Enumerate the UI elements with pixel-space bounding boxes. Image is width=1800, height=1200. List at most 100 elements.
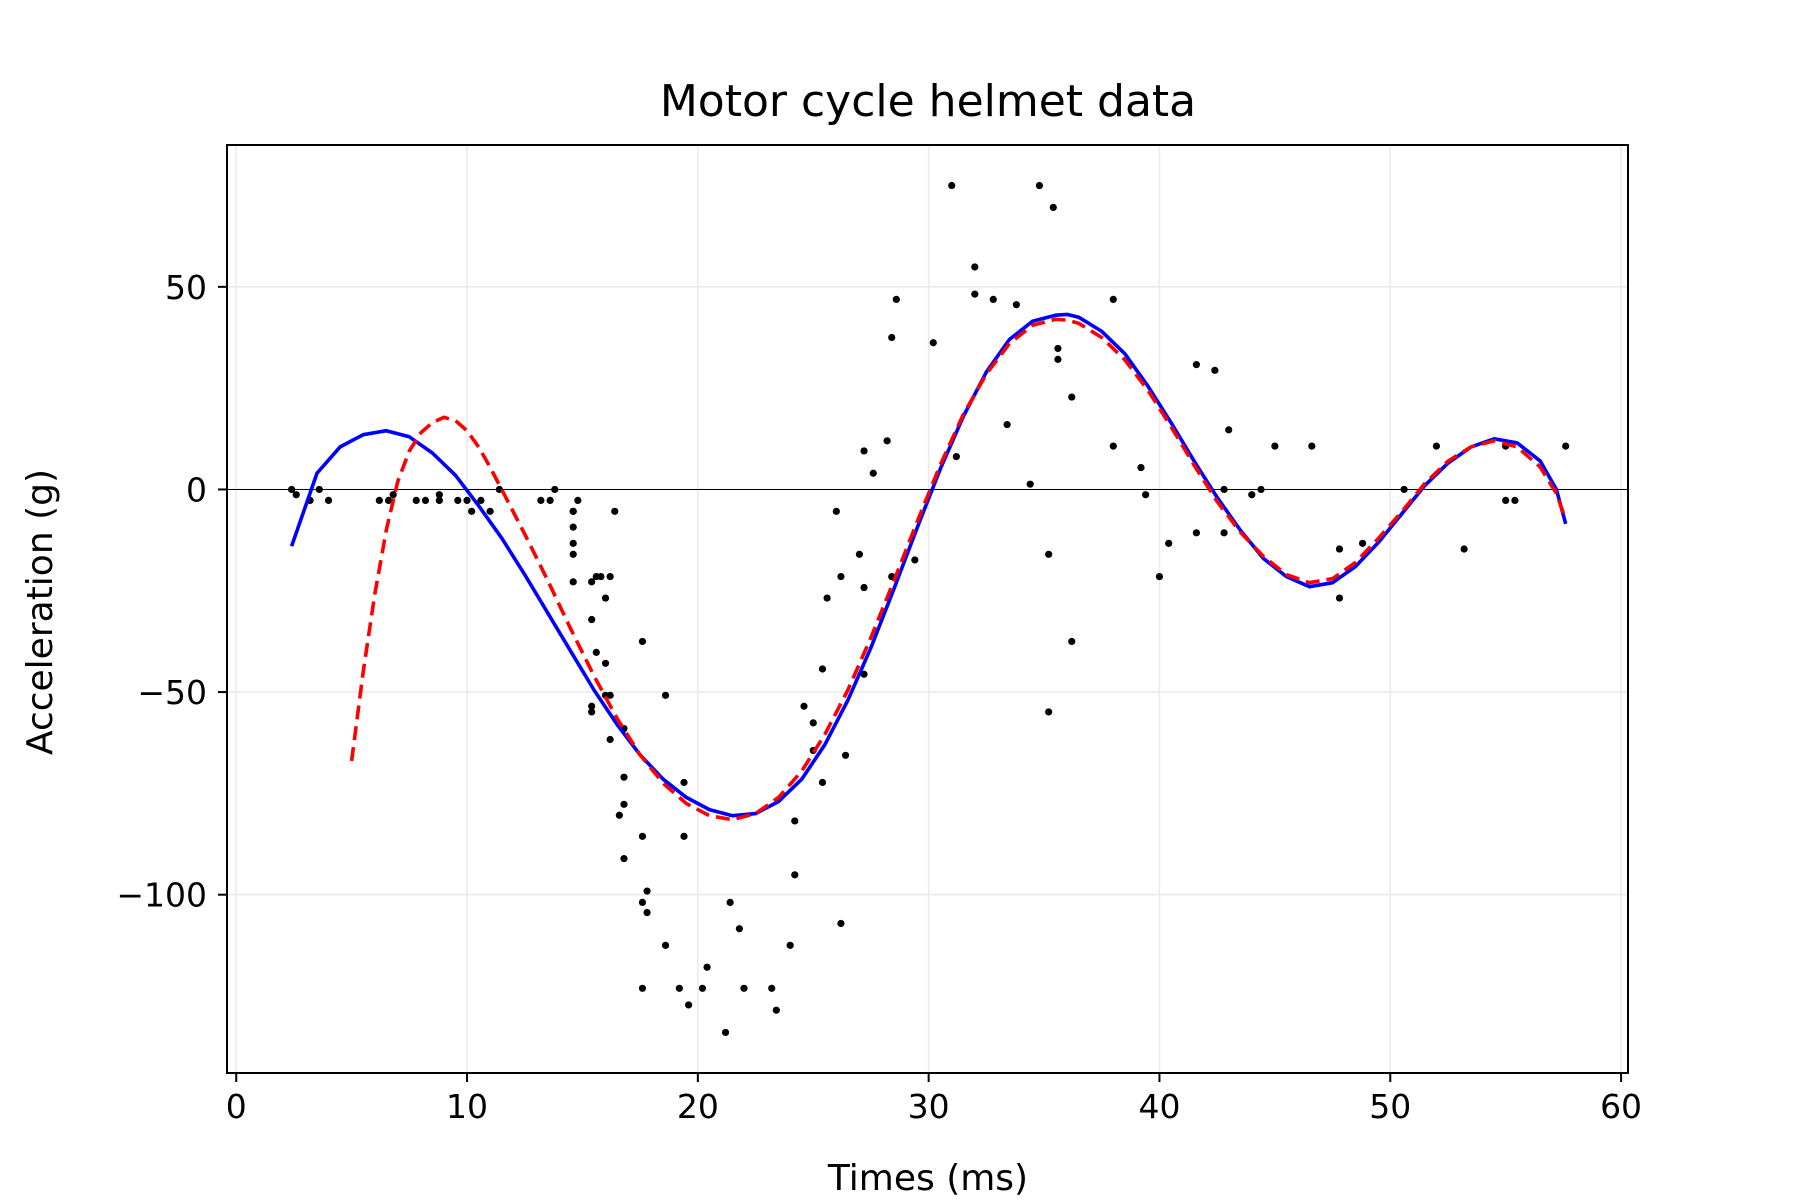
data-point xyxy=(1220,529,1228,537)
data-point xyxy=(911,556,919,564)
x-tick-label: 40 xyxy=(1138,1087,1180,1126)
y-tick-label: 0 xyxy=(186,470,207,509)
data-point xyxy=(1511,496,1519,504)
data-point xyxy=(592,648,600,656)
data-point xyxy=(606,691,614,699)
y-tick-label: −100 xyxy=(116,876,207,915)
data-point xyxy=(786,941,794,949)
data-point xyxy=(1460,545,1468,553)
data-point xyxy=(1400,485,1408,494)
scatter-points xyxy=(288,181,1570,1037)
data-point xyxy=(588,615,596,624)
data-point xyxy=(638,637,647,646)
data-point xyxy=(675,984,683,992)
data-point xyxy=(832,507,840,515)
data-point xyxy=(740,984,748,992)
data-point xyxy=(680,832,688,840)
data-point xyxy=(1502,496,1510,504)
data-point xyxy=(1211,366,1219,374)
data-point xyxy=(685,1001,693,1009)
data-point xyxy=(1192,529,1200,537)
data-point xyxy=(1012,301,1020,309)
data-point xyxy=(1109,295,1117,303)
data-point xyxy=(841,751,850,759)
data-point xyxy=(468,507,476,515)
data-point xyxy=(1045,550,1053,558)
data-point xyxy=(569,539,577,547)
data-point xyxy=(486,507,494,515)
data-point xyxy=(791,817,799,825)
data-point xyxy=(1257,485,1265,494)
data-point xyxy=(735,925,743,933)
data-point xyxy=(1137,463,1145,472)
data-point xyxy=(435,491,443,499)
data-point xyxy=(698,984,707,992)
data-point xyxy=(726,898,734,906)
y-tick-label: −50 xyxy=(137,673,207,712)
data-point xyxy=(288,485,296,494)
data-point xyxy=(638,832,647,840)
data-point xyxy=(1308,442,1316,450)
data-point xyxy=(1142,491,1150,499)
data-point xyxy=(292,491,300,499)
data-point xyxy=(620,800,628,808)
data-point xyxy=(1035,181,1044,190)
data-point xyxy=(837,572,845,581)
data-point xyxy=(569,507,577,515)
data-point xyxy=(384,496,393,504)
data-point xyxy=(809,719,817,727)
fit-lines xyxy=(289,312,1568,822)
data-point xyxy=(588,708,596,716)
data-point xyxy=(837,919,845,928)
data-point xyxy=(989,295,997,303)
data-point xyxy=(606,735,614,744)
x-tick-label: 60 xyxy=(1600,1087,1642,1126)
data-point xyxy=(1358,539,1367,547)
data-point xyxy=(680,778,688,787)
data-point xyxy=(952,453,960,461)
data-point xyxy=(971,263,979,271)
data-point xyxy=(818,778,827,787)
data-point xyxy=(823,594,831,602)
data-point xyxy=(463,496,471,504)
data-point xyxy=(537,496,545,504)
data-point xyxy=(389,491,397,499)
data-point xyxy=(1165,539,1173,547)
axis-ticks: 0 10 20 30 40 50 60 50 0 −50 −100 xyxy=(116,268,1642,1126)
data-point xyxy=(1109,442,1117,450)
data-point xyxy=(1248,491,1256,499)
data-point xyxy=(1068,637,1076,646)
data-point xyxy=(435,496,443,504)
plot-frame xyxy=(226,144,1629,1074)
data-point xyxy=(615,811,623,819)
data-point xyxy=(971,290,979,298)
data-point xyxy=(551,485,559,494)
x-tick-label: 30 xyxy=(908,1087,950,1126)
data-point xyxy=(412,496,420,504)
data-point xyxy=(948,181,956,190)
data-point xyxy=(1155,572,1164,581)
data-point xyxy=(818,665,827,673)
data-point xyxy=(1335,594,1344,602)
data-point xyxy=(315,485,323,494)
data-point xyxy=(1225,426,1233,434)
data-point xyxy=(703,963,711,971)
data-point xyxy=(606,572,614,581)
x-tick-label: 50 xyxy=(1369,1087,1411,1126)
data-point xyxy=(588,578,596,586)
data-point xyxy=(1003,421,1011,429)
data-point xyxy=(1220,485,1228,494)
data-point xyxy=(574,496,582,504)
data-point xyxy=(569,550,577,558)
data-point xyxy=(1054,355,1062,363)
data-point xyxy=(1068,393,1076,401)
data-point xyxy=(1271,442,1279,450)
data-point xyxy=(661,691,670,699)
data-point xyxy=(1562,442,1570,450)
fit-line-dashed xyxy=(349,317,1568,822)
data-point xyxy=(883,437,891,445)
data-point xyxy=(324,496,333,504)
data-point xyxy=(569,523,577,531)
